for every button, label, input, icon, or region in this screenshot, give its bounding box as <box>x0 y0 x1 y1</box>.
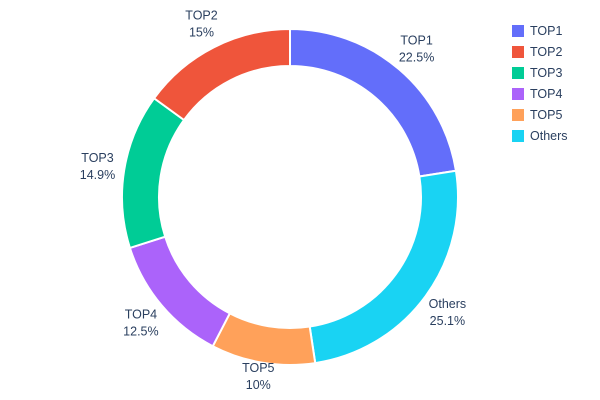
legend-item-top5[interactable]: TOP5 <box>512 104 568 125</box>
pie-slice-top2[interactable] <box>152 27 291 122</box>
legend-label: TOP4 <box>530 86 563 101</box>
legend-swatch-icon <box>512 87 524 100</box>
legend-item-top1[interactable]: TOP1 <box>512 20 568 41</box>
legend-swatch-icon <box>512 24 524 37</box>
slice-label-top4: TOP4 12.5% <box>123 308 158 339</box>
legend-item-top2[interactable]: TOP2 <box>512 41 568 62</box>
pie-slice-others[interactable] <box>308 169 459 365</box>
legend-swatch-icon <box>512 129 524 142</box>
legend-swatch-icon <box>512 66 524 79</box>
pie-slice-top3[interactable] <box>121 96 186 250</box>
legend-label: TOP5 <box>530 107 563 122</box>
legend-label: TOP2 <box>530 44 563 59</box>
slice-label-top5: TOP5 10% <box>242 361 274 392</box>
legend-label: TOP3 <box>530 65 563 80</box>
legend-label: Others <box>530 128 568 143</box>
legend-item-top4[interactable]: TOP4 <box>512 83 568 104</box>
pie-slice-top5[interactable] <box>211 312 317 366</box>
legend-swatch-icon <box>512 45 524 58</box>
slice-label-top3: TOP3 14.9% <box>80 151 115 182</box>
chart-legend: TOP1 TOP2 TOP3 TOP4 TOP5 Others <box>512 20 568 146</box>
slice-label-others: Others 25.1% <box>429 297 467 328</box>
legend-label: TOP1 <box>530 23 563 38</box>
legend-item-others[interactable]: Others <box>512 125 568 146</box>
legend-swatch-icon <box>512 108 524 121</box>
slice-label-top2: TOP2 15% <box>185 8 217 39</box>
legend-item-top3[interactable]: TOP3 <box>512 62 568 83</box>
slice-label-top1: TOP1 22.5% <box>399 34 434 65</box>
